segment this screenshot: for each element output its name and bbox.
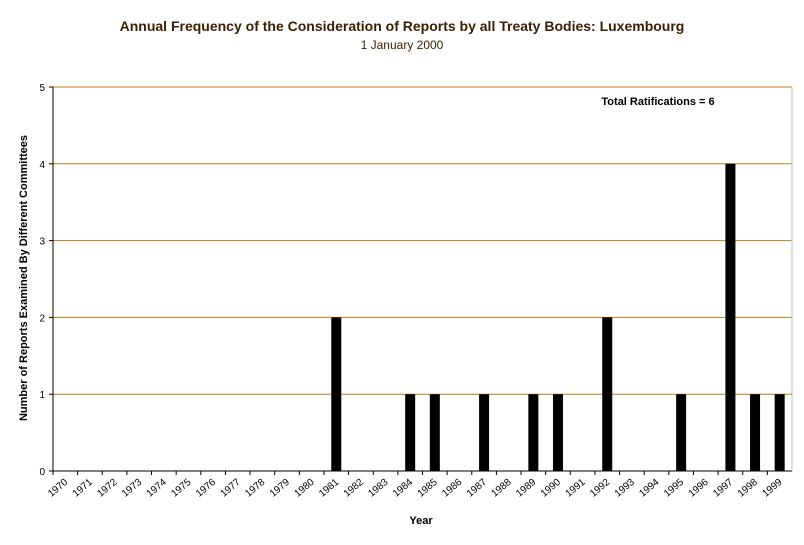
x-tick-label-1998: 1998: [736, 477, 760, 500]
x-tick-label-1982: 1982: [342, 477, 366, 500]
x-tick-label-1993: 1993: [613, 477, 637, 500]
bar-1985: [429, 394, 440, 471]
y-tick-label-4: 4: [39, 160, 45, 171]
y-tick-label-3: 3: [39, 237, 45, 248]
x-tick-label-1973: 1973: [120, 477, 144, 500]
x-tick-label-1983: 1983: [366, 477, 390, 500]
x-tick-label-1997: 1997: [711, 477, 735, 500]
x-tick-label-1999: 1999: [760, 477, 784, 500]
chart-subtitle: 1 January 2000: [360, 38, 444, 52]
bar-1998: [750, 394, 761, 471]
x-tick-label-1987: 1987: [465, 477, 489, 500]
x-tick-label-1977: 1977: [219, 477, 243, 500]
x-tick-label-1980: 1980: [292, 477, 316, 500]
x-tick-label-1989: 1989: [514, 477, 538, 500]
y-axis-label: Number of Reports Examined By Different …: [18, 135, 30, 421]
x-tick-label-1970: 1970: [46, 477, 70, 500]
x-tick-label-1976: 1976: [194, 477, 218, 500]
x-tick-label-1994: 1994: [637, 477, 661, 500]
x-tick-label-1984: 1984: [391, 477, 415, 500]
y-tick-label-0: 0: [39, 467, 45, 478]
bar-1989: [528, 394, 539, 471]
x-tick-label-1978: 1978: [243, 477, 267, 500]
bar-1990: [552, 394, 563, 471]
x-tick-label-1981: 1981: [317, 477, 341, 500]
x-axis-label: Year: [409, 515, 433, 527]
x-tick-label-1988: 1988: [490, 477, 514, 500]
bar-1984: [405, 394, 416, 471]
x-tick-label-1979: 1979: [268, 477, 292, 500]
bar-1992: [602, 317, 613, 471]
y-tick-label-1: 1: [39, 390, 45, 401]
chart-title: Annual Frequency of the Consideration of…: [119, 18, 685, 34]
bar-1997: [725, 163, 736, 472]
x-tick-labels: 1970 1971 1972 1973 1974 1975 1976 1977 1978 1979…: [46, 477, 785, 500]
bar-1999: [774, 394, 785, 471]
bars-group: [331, 163, 785, 472]
bar-1987: [479, 394, 490, 471]
y-tick-label-5: 5: [39, 83, 45, 94]
x-tick-label-1990: 1990: [539, 477, 563, 500]
bar-1995: [676, 394, 687, 471]
x-tick-label-1972: 1972: [95, 477, 119, 500]
y-tick-label-2: 2: [39, 313, 45, 324]
x-tick-label-1991: 1991: [563, 477, 587, 500]
x-tick-label-1975: 1975: [169, 477, 193, 500]
x-tick-label-1985: 1985: [416, 477, 440, 500]
x-tick-label-1992: 1992: [588, 477, 612, 500]
axes-group: [49, 86, 793, 475]
x-tick-label-1986: 1986: [440, 477, 464, 500]
x-tick-label-1995: 1995: [662, 477, 686, 500]
x-tick-label-1996: 1996: [687, 477, 711, 500]
x-tick-label-1971: 1971: [71, 477, 95, 500]
x-tick-label-1974: 1974: [145, 477, 169, 500]
gridlines: [53, 86, 792, 395]
bar-1981: [331, 317, 342, 471]
y-tick-labels: 0 1 2 3 4 5: [39, 83, 45, 478]
total-ratifications-annotation: Total Ratifications = 6: [601, 96, 714, 108]
